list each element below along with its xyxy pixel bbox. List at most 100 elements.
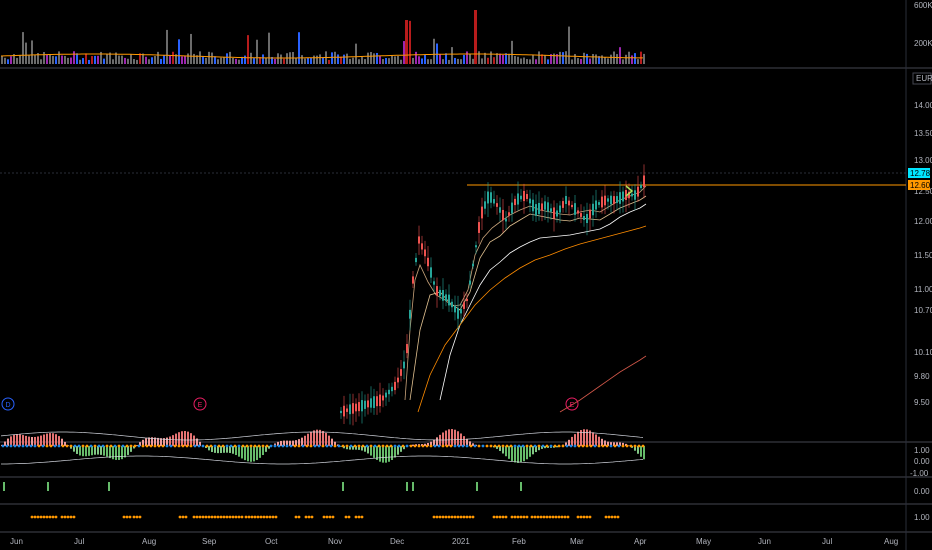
volume-bar bbox=[112, 59, 114, 64]
signal-dot bbox=[347, 515, 351, 519]
histogram-bar bbox=[511, 446, 513, 461]
zero-dot bbox=[629, 444, 633, 448]
volume-bar bbox=[187, 53, 189, 64]
zero-dot bbox=[565, 444, 569, 448]
zero-dot bbox=[421, 444, 425, 448]
signal-dot bbox=[468, 515, 472, 519]
signal-dot bbox=[471, 515, 475, 519]
signal-dot bbox=[613, 515, 617, 519]
volume-bar bbox=[448, 59, 450, 64]
histogram-bar bbox=[166, 437, 168, 446]
signal-bar bbox=[342, 482, 344, 491]
zero-dot bbox=[505, 444, 509, 448]
volume-tick-label: 200K bbox=[914, 39, 932, 48]
volume-bar bbox=[484, 52, 486, 64]
signal-dot bbox=[582, 515, 586, 519]
volume-bar bbox=[355, 43, 357, 64]
histogram-bar bbox=[340, 446, 342, 447]
currency-button[interactable] bbox=[912, 72, 932, 85]
zero-dot bbox=[157, 444, 161, 448]
histogram-bar bbox=[379, 446, 381, 462]
volume-bar bbox=[262, 54, 264, 64]
histogram-bar bbox=[199, 441, 201, 446]
zero-dot bbox=[241, 444, 245, 448]
volume-bar bbox=[4, 57, 6, 64]
zero-dot bbox=[557, 444, 561, 448]
volume-bar bbox=[310, 58, 312, 64]
signal-dot bbox=[519, 515, 523, 519]
zero-dot bbox=[329, 444, 333, 448]
zero-dot bbox=[297, 444, 301, 448]
histogram-bar bbox=[283, 440, 285, 446]
price-tick-label: 11.00 bbox=[914, 285, 932, 294]
histogram-bar bbox=[136, 445, 138, 446]
histogram-bar bbox=[343, 446, 345, 449]
candle-body bbox=[346, 408, 348, 412]
earnings-event-marker[interactable] bbox=[193, 397, 207, 411]
candle-body bbox=[379, 394, 381, 407]
histogram-bar bbox=[178, 432, 180, 446]
candle-body bbox=[382, 395, 384, 401]
volume-bar bbox=[460, 59, 462, 64]
candle-body bbox=[475, 245, 477, 248]
histogram-bar bbox=[313, 430, 315, 446]
signal-dot bbox=[588, 515, 592, 519]
volume-bar bbox=[301, 55, 303, 64]
zero-dot bbox=[585, 444, 589, 448]
volume-bar bbox=[535, 59, 537, 64]
candle-body bbox=[613, 196, 615, 204]
zero-dot bbox=[33, 444, 37, 448]
histogram-bar bbox=[28, 436, 30, 446]
volume-bar bbox=[175, 54, 177, 64]
zero-dot bbox=[357, 444, 361, 448]
candle-body bbox=[544, 201, 546, 210]
zero-dot bbox=[317, 444, 321, 448]
volume-bar bbox=[103, 58, 105, 64]
signal-dot bbox=[195, 515, 199, 519]
volume-bar bbox=[70, 57, 72, 64]
volume-bar bbox=[304, 58, 306, 64]
volume-bar bbox=[478, 51, 480, 64]
histogram-bar bbox=[25, 435, 27, 446]
volume-bar bbox=[474, 10, 477, 64]
histogram-bar bbox=[367, 446, 369, 454]
signal-dot bbox=[178, 515, 182, 519]
candle-body bbox=[412, 276, 414, 284]
signal-dot bbox=[225, 515, 229, 519]
price-tick-label: 12.50 bbox=[914, 187, 932, 196]
histogram-bar bbox=[52, 433, 54, 446]
volume-bar bbox=[487, 57, 489, 64]
signal-bar bbox=[108, 482, 110, 491]
candle-body bbox=[601, 196, 603, 208]
zero-dot bbox=[173, 444, 177, 448]
volume-bar bbox=[181, 56, 183, 64]
dividend-event-marker[interactable] bbox=[1, 397, 15, 411]
signal-dot bbox=[435, 515, 439, 519]
histogram-bar bbox=[211, 446, 213, 452]
volume-bar bbox=[166, 29, 168, 64]
histogram-bar bbox=[22, 435, 24, 446]
volume-bar bbox=[265, 57, 267, 64]
histogram-bar bbox=[586, 429, 588, 446]
volume-bar bbox=[622, 59, 624, 64]
volume-bar bbox=[208, 51, 210, 64]
zero-dot bbox=[257, 444, 261, 448]
volume-bar bbox=[82, 58, 84, 64]
signal-dot bbox=[566, 515, 570, 519]
time-axis-label: 2021 bbox=[452, 537, 470, 546]
zero-dot bbox=[209, 444, 213, 448]
zero-dot bbox=[293, 444, 297, 448]
signal-dot bbox=[525, 515, 529, 519]
volume-bar bbox=[223, 57, 225, 64]
volume-bar bbox=[625, 54, 627, 64]
volume-bar bbox=[121, 55, 123, 64]
signal-dot bbox=[560, 515, 564, 519]
histogram-bar bbox=[523, 446, 525, 462]
volume-bar bbox=[421, 58, 423, 64]
volume-bar bbox=[637, 59, 639, 64]
earnings-event-marker[interactable] bbox=[565, 397, 579, 411]
zero-dot bbox=[509, 444, 513, 448]
volume-bar bbox=[454, 57, 456, 64]
zero-dot bbox=[129, 444, 133, 448]
